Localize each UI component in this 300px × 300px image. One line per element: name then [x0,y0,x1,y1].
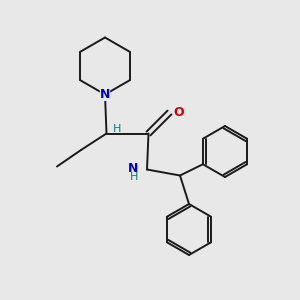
Text: O: O [173,106,184,119]
Text: N: N [128,161,139,175]
Text: H: H [113,124,122,134]
Text: H: H [130,172,139,182]
Text: N: N [100,88,110,101]
